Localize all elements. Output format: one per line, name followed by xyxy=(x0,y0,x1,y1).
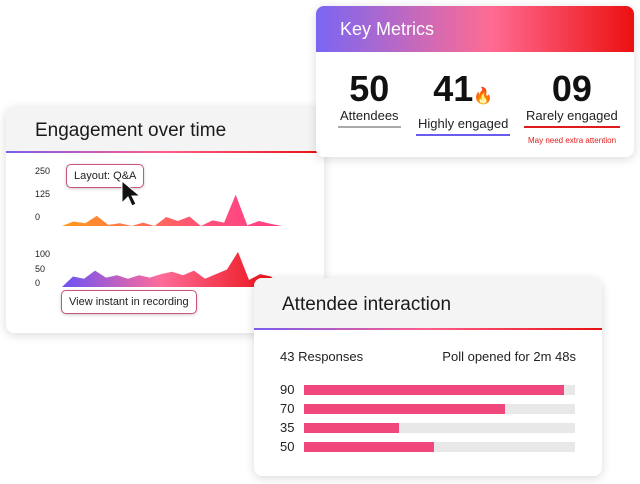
metric-value: 50 xyxy=(349,68,390,109)
metric-label: Highly engaged xyxy=(416,116,511,136)
poll-bar-value: 70 xyxy=(280,401,295,416)
poll-bar-track xyxy=(304,423,575,433)
poll-bar-row: 50 xyxy=(280,439,580,455)
poll-bar-row: 35 xyxy=(280,420,580,436)
attention-note: May need extra attention xyxy=(528,136,617,145)
poll-bar-value: 35 xyxy=(280,420,295,435)
poll-bar-fill xyxy=(304,442,435,452)
y-tick-label: 125 xyxy=(35,189,50,199)
metric-label: Attendees xyxy=(338,108,401,128)
cursor-icon xyxy=(121,179,142,207)
attendee-interaction-card: Attendee interaction 43 Responses Poll o… xyxy=(254,278,602,476)
poll-bar-fill xyxy=(304,385,565,395)
attendee-header: Attendee interaction xyxy=(254,278,602,330)
key-metrics-card: Key Metrics 50 Attendees 41🔥 Highly enga… xyxy=(316,6,634,157)
engagement-title: Engagement over time xyxy=(35,120,227,141)
metric-attendees: 50 Attendees xyxy=(338,70,401,128)
y-tick-label: 0 xyxy=(35,278,40,288)
attendee-title: Attendee interaction xyxy=(282,294,452,315)
y-tick-label: 100 xyxy=(35,249,50,259)
engagement-header: Engagement over time xyxy=(6,107,324,153)
poll-bar-track xyxy=(304,404,575,414)
metric-highly-engaged: 41🔥 Highly engaged xyxy=(416,68,511,136)
poll-bar-row: 70 xyxy=(280,401,580,417)
key-metrics-header: Key Metrics xyxy=(316,6,634,52)
fire-icon: 🔥 xyxy=(473,88,494,105)
y-tick-label: 250 xyxy=(35,166,50,176)
poll-bar-value: 90 xyxy=(280,382,295,397)
area-series-0 xyxy=(62,194,282,226)
metric-value: 09 xyxy=(551,68,592,109)
key-metrics-title: Key Metrics xyxy=(340,19,435,39)
poll-bar-row: 90 xyxy=(280,382,580,398)
poll-bar-track xyxy=(304,442,575,452)
y-tick-label: 0 xyxy=(35,212,40,222)
poll-bar-value: 50 xyxy=(280,439,295,454)
poll-bar-fill xyxy=(304,404,505,414)
metric-label: Rarely engaged xyxy=(524,108,620,128)
y-tick-label: 50 xyxy=(35,264,45,274)
area-series-1 xyxy=(62,251,282,287)
view-instant-button[interactable]: View instant in recording xyxy=(61,290,197,314)
layout-tooltip: Layout: Q&A xyxy=(66,164,145,188)
poll-bar-track xyxy=(304,385,575,395)
metric-rarely-engaged: 09 Rarely engaged xyxy=(524,70,620,128)
poll-duration: Poll opened for 2m 48s xyxy=(442,349,576,364)
metric-value: 41 xyxy=(433,68,474,109)
engagement-card: Engagement over time 250 125 0 100 50 0 Layou… xyxy=(6,107,324,333)
engagement-charts: 250 125 0 100 50 0 xyxy=(35,166,282,288)
responses-count: 43 Responses xyxy=(280,349,364,364)
poll-bar-fill xyxy=(304,423,399,433)
